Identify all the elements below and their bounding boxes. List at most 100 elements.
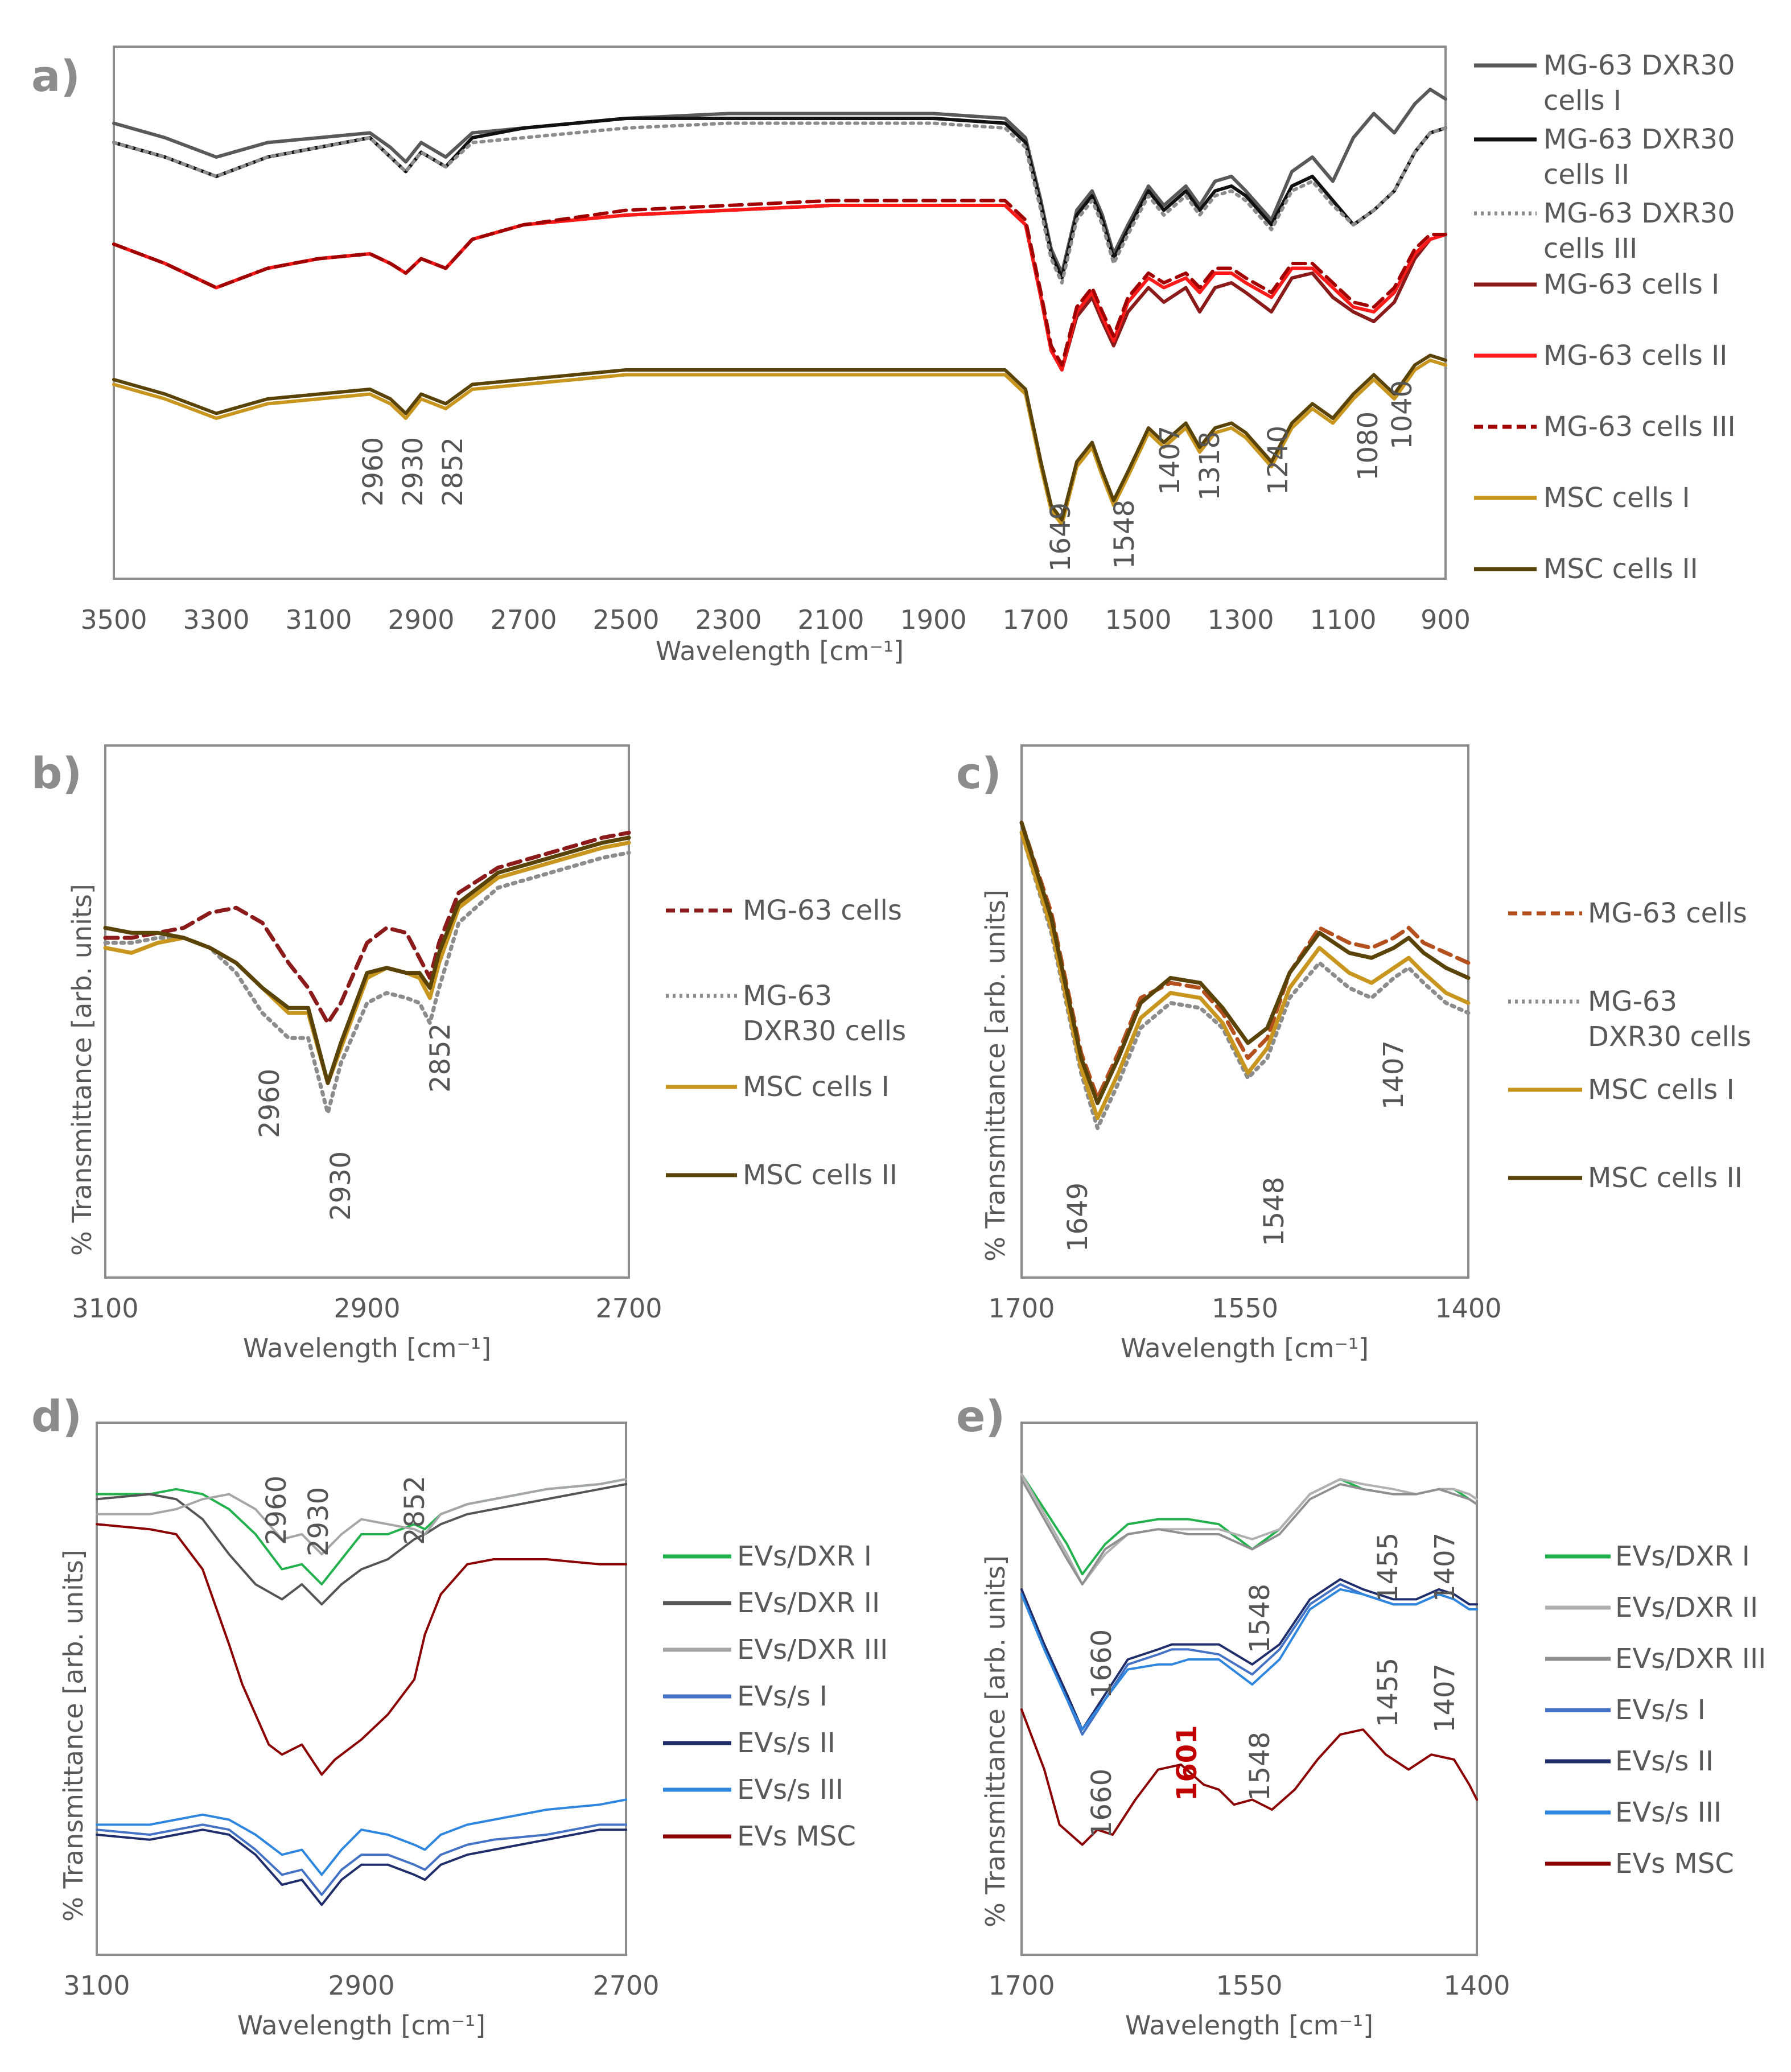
peak-label: 1407 — [1154, 426, 1186, 495]
series-line-evs-msc — [1020, 1708, 1478, 1846]
chart-d: 3100 2900 2700 Wavelength [cm⁻¹] % Transmi… — [58, 1422, 888, 2041]
legend-label: DXR30 cells — [743, 1015, 906, 1047]
chart-d-frame — [96, 1422, 627, 1956]
series-line-evs-dxr-ii — [96, 1483, 627, 1606]
peak-label-highlight: 1601 — [1171, 1725, 1203, 1801]
chart-e-peaks: 1660 1548 1455 1407 1660 1601 1548 1455 … — [1086, 1533, 1461, 1838]
series-line-mg-63-cells — [1019, 821, 1471, 1101]
peak-label: 2852 — [425, 1023, 456, 1093]
chart-b-ylabel: % Transmittance [arb. units] — [67, 884, 97, 1256]
series-line-evs-msc — [96, 1523, 627, 1776]
legend-label: MG-63 cells III — [1543, 411, 1736, 443]
chart-b-xlabel: Wavelength [cm⁻¹] — [243, 1333, 491, 1364]
legend-label: EVs/s I — [1615, 1694, 1706, 1726]
legend-label: EVs/s II — [1615, 1745, 1714, 1777]
chart-b-series — [103, 830, 631, 1115]
legend-label: EVs/DXR III — [1615, 1643, 1766, 1675]
chart-b-frame — [104, 744, 630, 1279]
x-tick-label: 3100 — [63, 1970, 130, 2001]
x-tick-label: 1550 — [1212, 1293, 1278, 1324]
series-line-mg-63-cells-i — [112, 204, 1447, 372]
peak-label: 1080 — [1352, 411, 1384, 481]
series-line-msc-cells-ii — [112, 353, 1447, 522]
legend-label: EVs/DXR I — [737, 1540, 872, 1572]
chart-c-xlabel: Wavelength [cm⁻¹] — [1121, 1333, 1369, 1364]
legend-label: EVs MSC — [737, 1820, 856, 1852]
series-line-msc-cells-i — [103, 841, 631, 1085]
x-tick-label: 2900 — [328, 1970, 394, 2001]
peak-label: 2930 — [303, 1487, 335, 1556]
legend-label: MG-63 cells II — [1543, 340, 1727, 372]
legend-label: MG-63 DXR30 — [1543, 50, 1735, 81]
chart-b-peaks: 2960 2930 2852 — [254, 1023, 456, 1221]
chart-d-series — [96, 1478, 627, 1906]
chart-c-ylabel: % Transmittance [arb. units] — [980, 889, 1011, 1262]
series-line-mg-63-cells — [103, 830, 631, 1025]
peak-label: 2960 — [261, 1476, 293, 1545]
x-tick-label: 1400 — [1443, 1970, 1510, 2001]
legend-label: EVs/DXR III — [737, 1634, 888, 1666]
series-line-mg-63-dxr30-cells — [1019, 830, 1471, 1130]
legend-label: MG-63 — [743, 980, 832, 1012]
chart-c-ticks: 1700 1550 1400 — [988, 1293, 1501, 1324]
legend-label: EVs/s II — [737, 1727, 835, 1759]
peak-label: 1649 — [1062, 1183, 1094, 1252]
x-tick-label: 2500 — [592, 604, 659, 635]
legend-label: MSC cells I — [743, 1071, 890, 1103]
panel-letter-c: c) — [956, 748, 1002, 798]
legend-label: cells III — [1543, 233, 1637, 265]
legend-label: MSC cells I — [1588, 1074, 1735, 1106]
x-tick-label: 1300 — [1207, 604, 1274, 635]
legend-label: MG-63 cells — [743, 895, 902, 926]
series-line-evs-dxr-iii — [1020, 1478, 1478, 1585]
chart-d-ylabel: % Transmittance [arb. units] — [58, 1550, 89, 1922]
peak-label: 1318 — [1194, 431, 1226, 501]
peak-label: 1649 — [1045, 502, 1077, 572]
series-line-evs-s-iii — [1020, 1588, 1478, 1731]
panel-letter-d: d) — [31, 1391, 82, 1441]
series-line-mg-63-dxr30-cells-i — [112, 88, 1447, 275]
legend-label: cells I — [1543, 85, 1621, 117]
x-tick-label: 2900 — [388, 604, 454, 635]
legend-label: MG-63 DXR30 — [1543, 123, 1735, 155]
legend-label: MG-63 — [1588, 986, 1677, 1018]
peak-label: 1407 — [1429, 1663, 1461, 1733]
peak-label: 1660 — [1086, 1769, 1118, 1838]
legend-label: MG-63 DXR30 — [1543, 197, 1735, 229]
peak-label: 2960 — [357, 437, 389, 506]
series-line-msc-cells-ii — [1019, 821, 1471, 1105]
chart-e-frame — [1020, 1422, 1478, 1956]
chart-e-legend: EVs/DXR I EVs/DXR II EVs/DXR III EVs/s I EVs… — [1545, 1540, 1766, 1880]
x-tick-label: 3100 — [72, 1293, 138, 1324]
chart-d-peaks: 2960 2930 2852 — [261, 1476, 431, 1556]
legend-label: MSC cells II — [743, 1159, 897, 1191]
x-tick-label: 2100 — [797, 604, 864, 635]
chart-a-ticks: 3500 3300 3100 2900 2700 2500 2300 2100 1900 1700… — [80, 604, 1470, 635]
chart-a-xlabel: Wavelength [cm⁻¹] — [656, 636, 904, 666]
chart-b: 3100 2900 2700 Wavelength [cm⁻¹] % Transmi… — [67, 744, 906, 1364]
chart-d-legend: EVs/DXR I EVs/DXR II EVs/DXR III EVs/s I EVs… — [663, 1540, 888, 1852]
legend-label: MSC cells II — [1588, 1162, 1743, 1194]
x-tick-label: 1550 — [1216, 1970, 1282, 2001]
series-line-evs-s-iii — [96, 1798, 627, 1876]
legend-label: MG-63 cells — [1588, 897, 1747, 929]
chart-e: 1700 1550 1400 Wavelength [cm⁻¹] % Transmi… — [980, 1422, 1766, 2041]
x-tick-label: 2300 — [695, 604, 761, 635]
legend-label: EVs MSC — [1615, 1848, 1734, 1880]
chart-a-peaks: 2960 2930 2852 1649 1548 1407 1318 1240 … — [357, 380, 1418, 572]
panel-letter-b: b) — [31, 748, 82, 798]
chart-c-peaks: 1649 1548 1407 — [1062, 1040, 1410, 1252]
series-line-evs-dxr-i — [1020, 1473, 1478, 1576]
series-line-evs-dxr-iii — [96, 1478, 627, 1556]
peak-label: 1040 — [1386, 380, 1418, 450]
peak-label: 2930 — [397, 437, 429, 506]
peak-label: 1660 — [1086, 1629, 1118, 1699]
chart-e-ylabel: % Transmittance [arb. units] — [980, 1555, 1011, 1927]
x-tick-label: 3100 — [285, 604, 352, 635]
x-tick-label: 900 — [1421, 604, 1471, 635]
chart-a-frame — [113, 46, 1447, 580]
legend-label: MSC cells II — [1543, 553, 1698, 585]
peak-label: 1548 — [1258, 1177, 1290, 1246]
